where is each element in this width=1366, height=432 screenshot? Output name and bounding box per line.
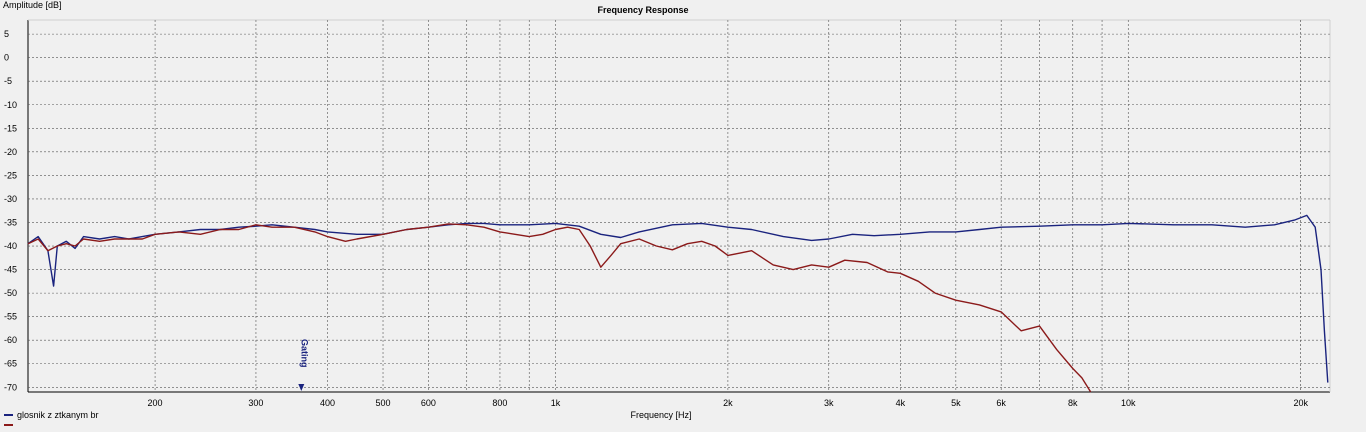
x-tick-label: 8k [1068,398,1078,408]
x-tick-label: 800 [492,398,507,408]
y-tick-label: 5 [4,29,9,39]
x-tick-label: 600 [421,398,436,408]
x-tick-label: 6k [996,398,1006,408]
x-tick-label: 20k [1293,398,1308,408]
y-tick-label: -70 [4,382,17,392]
gating-marker: Gating [298,339,309,391]
y-tick-label: -45 [4,265,17,275]
x-tick-label: 3k [824,398,834,408]
grid-lines [27,19,1331,393]
series-line-1 [27,214,1329,383]
y-tick-labels: 5 0 -5 -10 -15 -20 -25 -30 -35 -40 -45 -50 -55 -60 -65… [4,29,17,392]
x-tick-label: 200 [148,398,163,408]
x-tick-label: 10k [1121,398,1136,408]
x-tick-label: 400 [320,398,335,408]
x-tick-label: 500 [376,398,391,408]
legend: glosnik z ztkanym br [4,410,99,426]
y-tick-label: -20 [4,147,17,157]
x-tick-labels: 200 300 400 500 600 800 1k 2k 3k 4k 5k 6k 8k 10k 20k [148,398,1309,408]
x-tick-label: 5k [951,398,961,408]
data-series [27,214,1329,393]
y-tick-label: -60 [4,335,17,345]
y-tick-label: -15 [4,123,17,133]
legend-label-1: glosnik z ztkanym br [17,410,99,420]
y-tick-label: -40 [4,241,17,251]
y-tick-label: -10 [4,100,17,110]
y-tick-label: 0 [4,53,9,63]
y-tick-label: -5 [4,76,12,86]
y-axis-label: Amplitude [dB] [3,0,62,10]
y-tick-label: -55 [4,312,17,322]
y-tick-label: -30 [4,194,17,204]
x-axis-label: Frequency [Hz] [630,410,691,420]
gating-triangle [298,384,305,391]
chart-title: Frequency Response [597,5,688,15]
y-tick-label: -25 [4,170,17,180]
x-tick-label: 4k [896,398,906,408]
series-line-2 [27,223,1092,393]
y-tick-label: -50 [4,288,17,298]
x-tick-label: 300 [248,398,263,408]
y-tick-label: -65 [4,359,17,369]
y-tick-label: -35 [4,217,17,227]
gating-label: Gating [299,339,309,368]
x-tick-label: 2k [723,398,733,408]
x-tick-label: 1k [551,398,561,408]
